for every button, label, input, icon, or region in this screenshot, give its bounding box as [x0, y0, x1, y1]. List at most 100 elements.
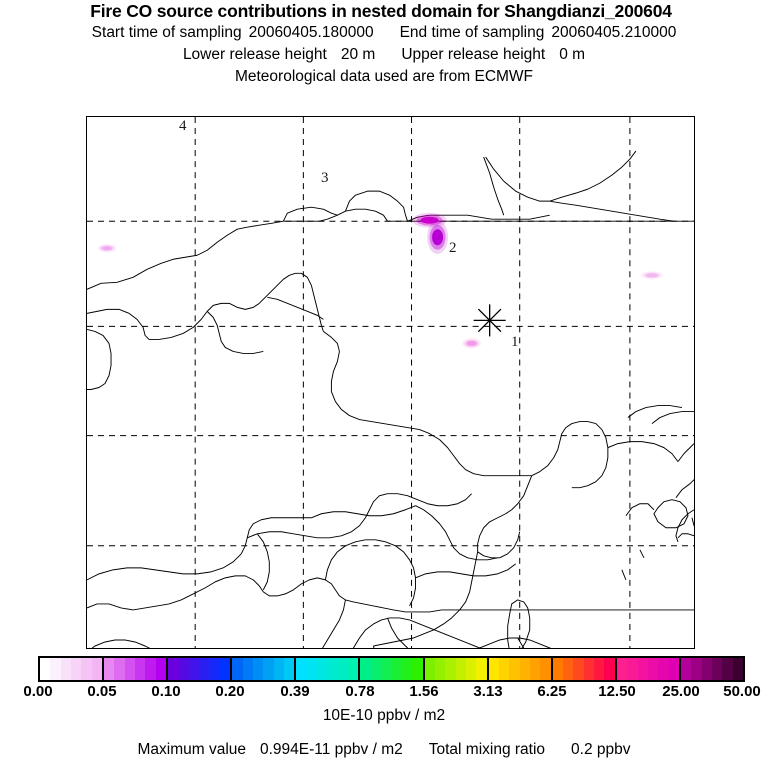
colorbar-step	[348, 658, 359, 680]
colorbar-step	[242, 658, 253, 680]
colorbar-tick: 1.56	[409, 683, 439, 700]
colorbar-tick: 12.50	[598, 683, 636, 700]
colorbar-step	[701, 658, 712, 680]
colorbar-step	[691, 658, 702, 680]
lower-release-label: Lower release height	[182, 46, 327, 63]
colorbar-step	[391, 658, 402, 680]
colorbar-step	[711, 658, 723, 680]
colorbar-band	[232, 658, 297, 680]
colorbar-step	[145, 658, 156, 680]
total-mixing-ratio-value: 0.2 ppbv	[571, 741, 631, 758]
colorbar-step	[317, 658, 328, 680]
colorbar-step	[552, 658, 564, 680]
colorbar-step	[168, 658, 179, 680]
colorbar-step	[476, 658, 487, 680]
plume-cell	[420, 216, 439, 224]
colorbar-step	[680, 658, 692, 680]
colorbar-tick: 0.78	[345, 683, 375, 700]
colorbar-band	[616, 658, 681, 680]
colorbar-step	[273, 658, 284, 680]
colorbar-tick-labels: 0.00 0.05 0.10 0.20 0.39 0.78 1.56 3.13 6.25 12.5…	[0, 683, 768, 703]
colorbar-step	[594, 658, 605, 680]
plume-cell	[645, 273, 658, 278]
colorbar-band	[552, 658, 617, 680]
colorbar[interactable]	[38, 656, 745, 682]
colorbar-step	[604, 658, 615, 680]
colorbar-step	[488, 658, 499, 680]
colorbar-step	[81, 658, 92, 680]
colorbar-step	[155, 658, 167, 680]
colorbar-step	[668, 658, 679, 680]
colorbar-step	[573, 658, 584, 680]
domain-label-3: 3	[321, 170, 329, 186]
domain-label-2: 2	[449, 240, 457, 256]
colorbar-step	[219, 658, 231, 680]
colorbar-step	[465, 658, 477, 680]
colorbar-band	[488, 658, 553, 680]
figure-header: Fire CO source contributions in nested d…	[0, 0, 768, 88]
meteorology-source-line: Meteorological data used are from ECMWF	[234, 68, 534, 85]
colorbar-band	[424, 658, 489, 680]
footer-stats: Maximum value 0.994E-11 ppbv / m2 Total mi…	[0, 740, 768, 760]
colorbar-step	[188, 658, 200, 680]
colorbar-step	[40, 658, 51, 680]
colorbar-tick: 50.00	[723, 683, 761, 700]
colorbar-tick: 0.39	[280, 683, 310, 700]
total-mixing-ratio-label: Total mixing ratio	[428, 741, 546, 758]
colorbar-step	[455, 658, 466, 680]
colorbar-step	[563, 658, 574, 680]
colorbar-tick: 25.00	[662, 683, 700, 700]
plume-cell	[102, 246, 113, 251]
colorbar-step	[124, 658, 136, 680]
colorbar-band	[104, 658, 169, 680]
colorbar-step	[658, 658, 669, 680]
colorbar-step	[104, 658, 115, 680]
colorbar-step	[445, 658, 456, 680]
plume-cell	[432, 229, 444, 246]
colorbar-band	[360, 658, 425, 680]
colorbar-band	[40, 658, 105, 680]
colorbar-step	[424, 658, 435, 680]
colorbar-step	[327, 658, 338, 680]
start-time-label: Start time of sampling	[91, 24, 242, 41]
colorbar-step	[199, 658, 210, 680]
colorbar-step	[647, 658, 659, 680]
colorbar-tick: 0.00	[23, 683, 53, 700]
release-site-star	[473, 304, 506, 337]
plume-concentration-cells	[97, 212, 664, 349]
colorbar-step	[71, 658, 82, 680]
colorbar-step	[412, 658, 423, 680]
colorbar-band	[680, 658, 743, 680]
colorbar-step	[306, 658, 318, 680]
colorbar-step	[252, 658, 264, 680]
coastline-outlines	[87, 150, 694, 648]
end-time-value: 20060405.210000	[551, 24, 677, 41]
colorbar-step	[135, 658, 146, 680]
colorbar-tick: 0.10	[151, 683, 181, 700]
colorbar-step	[401, 658, 413, 680]
colorbar-step	[434, 658, 446, 680]
colorbar-step	[284, 658, 295, 680]
domain-label-1: 1	[511, 334, 519, 350]
colorbar-step	[627, 658, 638, 680]
map-panel[interactable]: 4 3 2 1	[86, 116, 695, 649]
colorbar-step	[519, 658, 531, 680]
maximum-value: 0.994E-11 ppbv / m2	[260, 741, 403, 758]
colorbar-step	[732, 658, 743, 680]
colorbar-step	[50, 658, 61, 680]
colorbar-step	[616, 658, 628, 680]
colorbar-band	[168, 658, 233, 680]
colorbar-wrapper	[38, 656, 745, 682]
end-time-label: End time of sampling	[399, 24, 545, 41]
start-time-value: 20060405.180000	[248, 24, 374, 41]
upper-release-value: 0 m	[559, 46, 586, 63]
colorbar-step	[91, 658, 103, 680]
colorbar-tick: 0.20	[215, 683, 245, 700]
colorbar-unit-label: 10E-10 ppbv / m2	[322, 707, 446, 724]
colorbar-step	[370, 658, 382, 680]
upper-release-label: Upper release height	[401, 46, 546, 63]
colorbar-step	[209, 658, 220, 680]
colorbar-step	[263, 658, 274, 680]
colorbar-step	[337, 658, 349, 680]
